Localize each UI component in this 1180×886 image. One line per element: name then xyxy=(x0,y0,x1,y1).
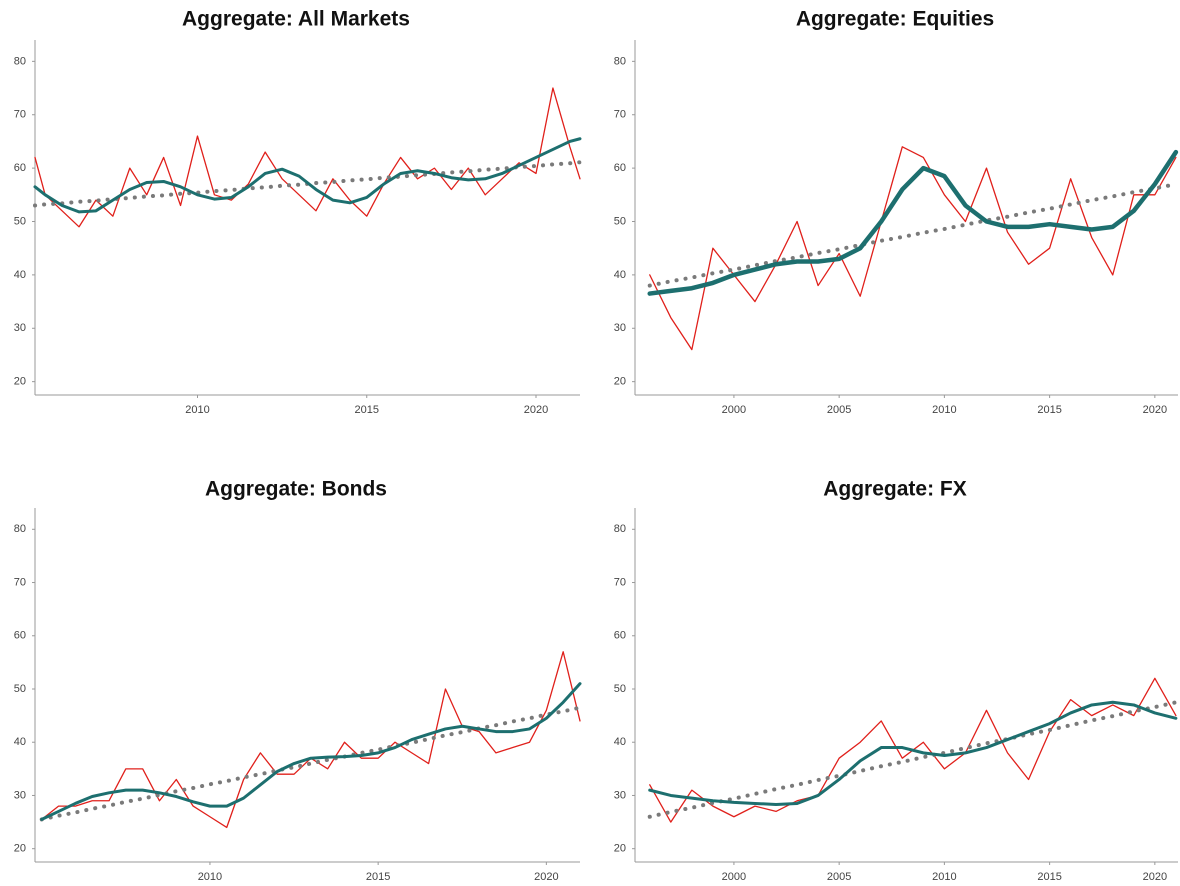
y-tick-label: 60 xyxy=(14,162,26,174)
y-tick-label: 20 xyxy=(614,376,626,388)
y-tick-label: 40 xyxy=(614,736,626,748)
y-tick-label: 40 xyxy=(14,736,26,748)
x-tick-label: 2015 xyxy=(354,404,378,416)
y-tick-label: 60 xyxy=(614,630,626,642)
x-tick-label: 2010 xyxy=(198,871,222,883)
subplot-title: Aggregate: Bonds xyxy=(205,478,387,501)
x-tick-label: 2005 xyxy=(827,404,851,416)
y-tick-label: 70 xyxy=(614,109,626,121)
series-line xyxy=(33,137,582,214)
y-tick-label: 50 xyxy=(14,215,26,227)
y-tick-label: 60 xyxy=(614,162,626,174)
x-tick-label: 2015 xyxy=(366,871,390,883)
x-tick-label: 2015 xyxy=(1037,871,1061,883)
y-tick-label: 80 xyxy=(14,523,26,535)
x-tick-label: 2010 xyxy=(185,404,209,416)
subplot: Aggregate: All Markets 20 30 40 50 60 70 80 2010… xyxy=(14,8,582,416)
y-tick-label: 30 xyxy=(614,322,626,334)
y-tick-label: 80 xyxy=(614,55,626,67)
y-tick-label: 70 xyxy=(14,576,26,588)
subplot: Aggregate: Equities 20 30 40 50 60 70 80 2000 200… xyxy=(614,8,1179,416)
x-tick-label: 2020 xyxy=(534,871,558,883)
subplot-title: Aggregate: FX xyxy=(823,478,967,501)
x-tick-label: 2020 xyxy=(524,404,548,416)
y-tick-label: 70 xyxy=(614,576,626,588)
y-tick-label: 80 xyxy=(614,523,626,535)
y-tick-label: 20 xyxy=(14,843,26,855)
series-line xyxy=(40,682,582,821)
trend-line xyxy=(647,700,1178,819)
x-tick-label: 2020 xyxy=(1143,871,1167,883)
y-tick-label: 20 xyxy=(14,376,26,388)
subplot: Aggregate: FX 20 30 40 50 60 70 80 2000 2005 2010 2… xyxy=(614,478,1178,883)
series-line xyxy=(34,87,581,228)
y-tick-label: 40 xyxy=(14,269,26,281)
y-tick-label: 50 xyxy=(614,215,626,227)
series-line xyxy=(647,149,1179,296)
y-tick-label: 70 xyxy=(14,109,26,121)
y-tick-label: 80 xyxy=(14,55,26,67)
subplot: Aggregate: Bonds 20 30 40 50 60 70 80 2010 2015 20… xyxy=(14,478,582,883)
x-tick-label: 2015 xyxy=(1037,404,1061,416)
x-tick-label: 2000 xyxy=(722,871,746,883)
x-tick-label: 2000 xyxy=(722,404,746,416)
y-tick-label: 30 xyxy=(14,322,26,334)
series-line xyxy=(648,700,1178,807)
y-tick-label: 60 xyxy=(14,630,26,642)
trend-line xyxy=(647,182,1178,288)
x-tick-label: 2020 xyxy=(1143,404,1167,416)
subplot-title: Aggregate: Equities xyxy=(796,8,994,31)
x-tick-label: 2010 xyxy=(932,871,956,883)
y-tick-label: 50 xyxy=(14,683,26,695)
y-tick-label: 30 xyxy=(614,789,626,801)
y-tick-label: 30 xyxy=(14,789,26,801)
trend-line xyxy=(39,705,582,822)
subplot-title: Aggregate: All Markets xyxy=(182,8,410,31)
x-tick-label: 2010 xyxy=(932,404,956,416)
y-tick-label: 50 xyxy=(614,683,626,695)
y-tick-label: 40 xyxy=(614,269,626,281)
x-tick-label: 2005 xyxy=(827,871,851,883)
y-tick-label: 20 xyxy=(614,843,626,855)
